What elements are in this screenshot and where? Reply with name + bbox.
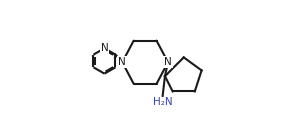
Text: N: N <box>164 57 172 67</box>
Text: N: N <box>101 43 108 53</box>
Text: H₂N: H₂N <box>154 97 173 107</box>
Text: N: N <box>118 57 126 67</box>
